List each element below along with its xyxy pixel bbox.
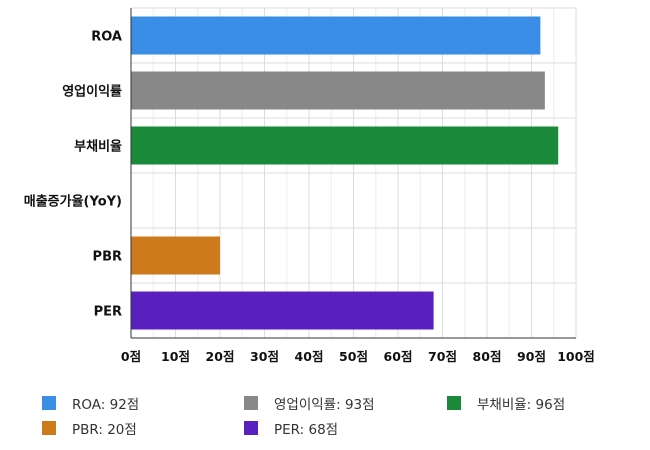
x-tick-label: 70점 bbox=[428, 349, 457, 364]
bar-5 bbox=[131, 291, 434, 330]
x-tick-label: 20점 bbox=[206, 349, 235, 364]
x-tick-label: 60점 bbox=[384, 349, 413, 364]
category-label: 매출증가율(YoY) bbox=[24, 194, 122, 210]
legend-item-pbr: PBR: 20점 bbox=[42, 418, 137, 438]
legend-label: ROA: 92점 bbox=[72, 397, 140, 413]
legend-label: 부채비율: 96점 bbox=[477, 397, 566, 413]
legend-swatch bbox=[42, 396, 56, 410]
x-tick-label: 40점 bbox=[295, 349, 324, 364]
category-label: 부채비율 bbox=[74, 139, 122, 155]
legend-swatch bbox=[244, 421, 258, 435]
legend-label: 영업이익률: 93점 bbox=[274, 397, 375, 413]
legend-item-per: PER: 68점 bbox=[244, 418, 338, 438]
legend-item-roa: ROA: 92점 bbox=[42, 393, 139, 413]
x-tick-label: 80점 bbox=[473, 349, 502, 364]
x-tick-label: 50점 bbox=[339, 349, 368, 364]
legend-swatch bbox=[447, 396, 461, 410]
legend-swatch bbox=[42, 421, 56, 435]
x-tick-label: 90점 bbox=[517, 349, 546, 364]
bar-4 bbox=[131, 236, 220, 275]
bar-2 bbox=[131, 126, 559, 165]
legend-item-operating-margin: 영업이익률: 93점 bbox=[244, 393, 375, 413]
legend-swatch bbox=[244, 396, 258, 410]
category-label: PBR bbox=[93, 250, 122, 265]
x-tick-label: 100점 bbox=[557, 349, 595, 364]
category-label: 영업이익률 bbox=[62, 84, 122, 100]
x-tick-label: 10점 bbox=[161, 349, 190, 364]
legend-label: PER: 68점 bbox=[274, 422, 339, 438]
x-tick-label: 0점 bbox=[121, 349, 141, 364]
chart-legend: ROA: 92점 영업이익률: 93점 부채비율: 96점 PBR: 20점 P… bbox=[0, 388, 650, 448]
category-label: ROA bbox=[91, 30, 122, 45]
bar-1 bbox=[131, 71, 545, 110]
legend-label: PBR: 20점 bbox=[72, 422, 137, 438]
bar-0 bbox=[131, 16, 541, 55]
category-label: PER bbox=[94, 305, 122, 320]
x-tick-label: 30점 bbox=[250, 349, 279, 364]
legend-item-debt-ratio: 부채비율: 96점 bbox=[447, 393, 565, 413]
